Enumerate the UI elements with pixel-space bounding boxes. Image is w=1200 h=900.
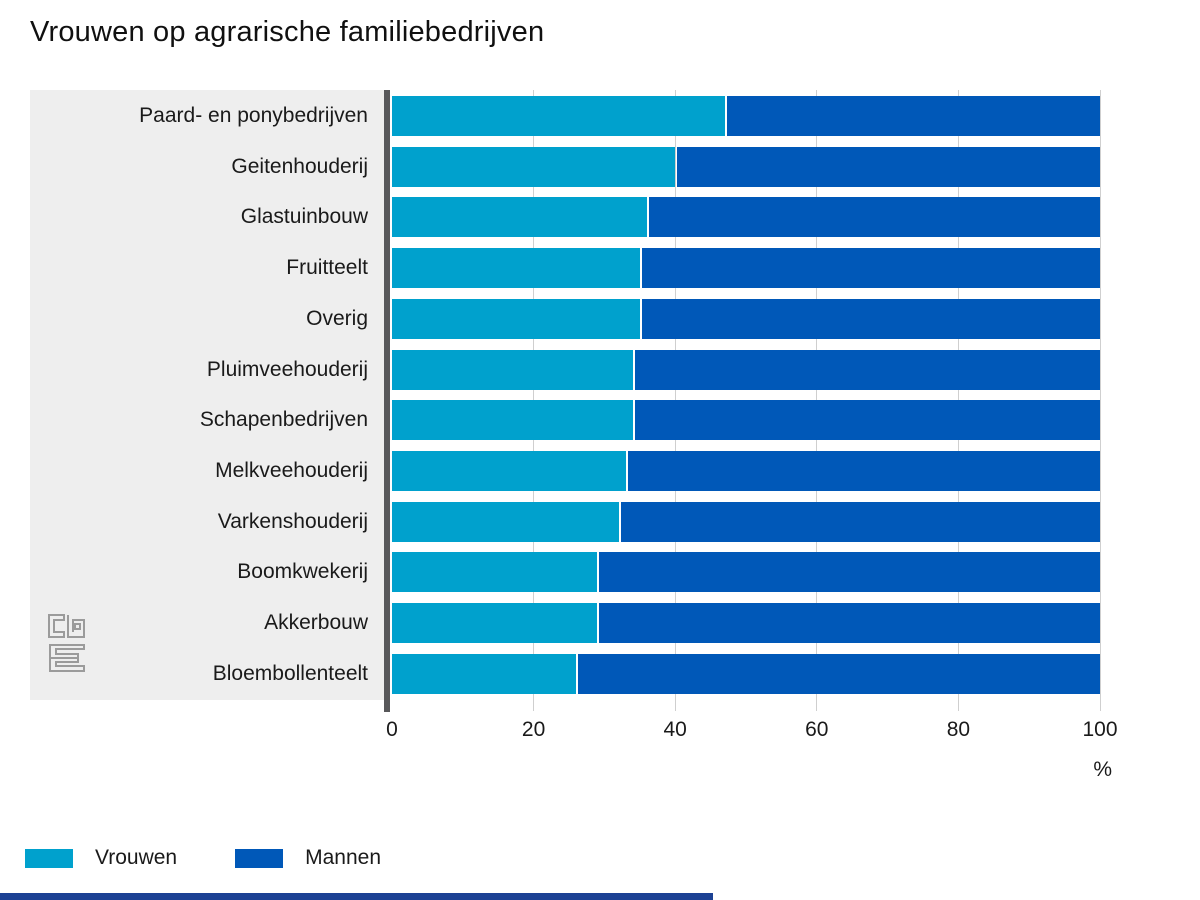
category-panel xyxy=(30,90,384,700)
x-axis-tick-label: 100 xyxy=(1082,718,1118,741)
bar-segment-vrouwen[interactable] xyxy=(392,501,619,542)
bar-row xyxy=(392,501,1100,542)
bar-row xyxy=(392,96,1100,136)
bar-row xyxy=(392,603,1100,644)
cbs-logo-c xyxy=(48,614,65,638)
chart-area: Paard- en ponybedrijven Geitenhouderij Gla… xyxy=(30,90,1118,781)
footer-bar xyxy=(0,893,713,900)
bar-segment-vrouwen[interactable] xyxy=(392,298,640,339)
bar-row xyxy=(392,197,1100,238)
legend-swatch xyxy=(235,848,284,868)
legend-swatch xyxy=(25,848,73,868)
category-label: Akkerbouw xyxy=(264,611,368,635)
category-label: Geitenhouderij xyxy=(231,154,368,178)
bar-segment-mannen[interactable] xyxy=(627,451,1100,492)
cbs-logo-s-top xyxy=(49,644,85,659)
category-label: Melkveehouderij xyxy=(215,459,368,483)
bar-segment-vrouwen[interactable] xyxy=(392,603,598,644)
y-axis-line xyxy=(384,90,390,712)
bar-segment-mannen[interactable] xyxy=(641,298,1100,339)
bar-segment-mannen[interactable] xyxy=(641,248,1100,289)
category-label: Schapenbedrijven xyxy=(199,408,368,432)
gridline xyxy=(1099,90,1101,711)
category-label: Paard- en ponybedrijven xyxy=(139,104,368,127)
category-labels: Paard- en ponybedrijven Geitenhouderij Gla… xyxy=(30,90,384,700)
bar-segment-mannen[interactable] xyxy=(726,96,1100,136)
x-axis-tick-label: 60 xyxy=(805,718,829,741)
bar-segment-mannen[interactable] xyxy=(677,146,1100,187)
cbs-logo xyxy=(48,614,85,672)
legend-label: Mannen xyxy=(305,846,381,869)
cbs-logo-b-counter xyxy=(74,623,81,630)
category-label: Varkenshouderij xyxy=(217,509,368,533)
category-label: Glastuinbouw xyxy=(240,205,368,229)
x-axis-tick-label: 40 xyxy=(663,718,687,741)
bar-row xyxy=(392,552,1100,593)
x-axis-tick-label: 80 xyxy=(946,718,971,741)
x-axis-ticks: 0 20 40 60 80 100 xyxy=(30,718,1117,744)
bar-segment-mannen[interactable] xyxy=(578,653,1100,694)
bar-segment-vrouwen[interactable] xyxy=(392,349,633,390)
bar-segment-mannen[interactable] xyxy=(634,349,1100,390)
bar-segment-vrouwen[interactable] xyxy=(392,96,725,136)
bar-row xyxy=(392,400,1100,441)
bar-segment-vrouwen[interactable] xyxy=(392,552,598,593)
legend-item: Mannen xyxy=(235,846,381,870)
bar-row xyxy=(392,298,1100,339)
category-label: Fruitteelt xyxy=(286,256,368,280)
category-label: Boomkwekerij xyxy=(237,560,368,584)
bar-segment-vrouwen[interactable] xyxy=(392,146,676,187)
legend-item: Vrouwen xyxy=(25,846,177,870)
bar-row xyxy=(392,248,1100,289)
bar-segment-mannen[interactable] xyxy=(599,552,1100,593)
x-axis-unit-label: % xyxy=(1093,758,1112,781)
legend: Vrouwen Mannen xyxy=(25,846,439,870)
cbs-logo-s-bottom xyxy=(49,658,85,672)
bar-segment-mannen[interactable] xyxy=(620,501,1100,542)
bar-row xyxy=(392,146,1100,187)
bar-rows xyxy=(392,90,1100,700)
category-label: Bloembollenteelt xyxy=(212,661,368,685)
category-label: Overig xyxy=(306,306,368,330)
bar-segment-mannen[interactable] xyxy=(599,603,1100,644)
bar-segment-vrouwen[interactable] xyxy=(392,451,626,492)
legend-label: Vrouwen xyxy=(95,846,178,869)
bar-row xyxy=(392,653,1100,694)
bar-segment-vrouwen[interactable] xyxy=(392,653,577,694)
cbs-logo-b xyxy=(67,615,85,638)
category-label: Pluimveehouderij xyxy=(206,357,368,381)
bar-segment-vrouwen[interactable] xyxy=(392,197,647,238)
bar-row xyxy=(392,349,1100,390)
bar-row xyxy=(392,451,1100,492)
bar-segment-vrouwen[interactable] xyxy=(392,248,640,289)
bar-segment-vrouwen[interactable] xyxy=(392,400,633,441)
chart-title: Vrouwen op agrarische familiebedrijven xyxy=(30,16,545,48)
bar-segment-mannen[interactable] xyxy=(634,400,1100,441)
bar-segment-mannen[interactable] xyxy=(648,197,1100,238)
x-axis-tick-label: 20 xyxy=(521,718,546,741)
x-axis-tick-label: 0 xyxy=(386,718,398,741)
